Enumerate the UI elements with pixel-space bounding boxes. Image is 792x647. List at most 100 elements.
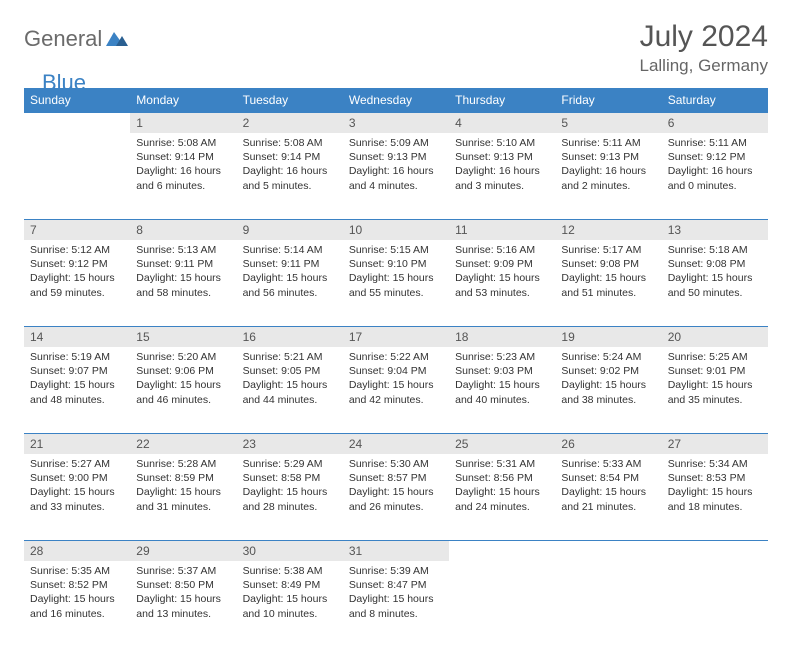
daynum-cell: 10: [343, 219, 449, 240]
weekday-header: Tuesday: [237, 88, 343, 112]
day-content: Sunrise: 5:11 AMSunset: 9:12 PMDaylight:…: [662, 133, 768, 199]
sunrise-text: Sunrise: 5:13 AM: [136, 243, 230, 257]
daynum-cell: 31: [343, 540, 449, 561]
sunrise-text: Sunrise: 5:10 AM: [455, 136, 549, 150]
sunrise-text: Sunrise: 5:27 AM: [30, 457, 124, 471]
day-number: 6: [662, 112, 768, 133]
day-content: Sunrise: 5:22 AMSunset: 9:04 PMDaylight:…: [343, 347, 449, 413]
sunset-text: Sunset: 8:58 PM: [243, 471, 337, 485]
day-content: Sunrise: 5:23 AMSunset: 9:03 PMDaylight:…: [449, 347, 555, 413]
sunset-text: Sunset: 9:08 PM: [561, 257, 655, 271]
daynum-cell: 17: [343, 326, 449, 347]
day-cell: Sunrise: 5:33 AMSunset: 8:54 PMDaylight:…: [555, 454, 661, 540]
sunrise-text: Sunrise: 5:24 AM: [561, 350, 655, 364]
day-content: Sunrise: 5:21 AMSunset: 9:05 PMDaylight:…: [237, 347, 343, 413]
sunrise-text: Sunrise: 5:08 AM: [136, 136, 230, 150]
daynum-cell: 9: [237, 219, 343, 240]
day-number: 27: [662, 433, 768, 454]
daylight-text: Daylight: 15 hours and 42 minutes.: [349, 378, 443, 406]
day-content: Sunrise: 5:20 AMSunset: 9:06 PMDaylight:…: [130, 347, 236, 413]
day-number: 30: [237, 540, 343, 561]
day-cell: Sunrise: 5:14 AMSunset: 9:11 PMDaylight:…: [237, 240, 343, 326]
daynum-cell: 30: [237, 540, 343, 561]
sunset-text: Sunset: 9:10 PM: [349, 257, 443, 271]
sunrise-text: Sunrise: 5:12 AM: [30, 243, 124, 257]
daynum-row: 28293031: [24, 540, 768, 561]
day-content: Sunrise: 5:25 AMSunset: 9:01 PMDaylight:…: [662, 347, 768, 413]
day-number: 31: [343, 540, 449, 561]
logo-text-general: General: [24, 26, 102, 52]
daylight-text: Daylight: 15 hours and 10 minutes.: [243, 592, 337, 620]
day-content: Sunrise: 5:16 AMSunset: 9:09 PMDaylight:…: [449, 240, 555, 306]
daylight-text: Daylight: 15 hours and 53 minutes.: [455, 271, 549, 299]
day-content: Sunrise: 5:27 AMSunset: 9:00 PMDaylight:…: [24, 454, 130, 520]
sunrise-text: Sunrise: 5:11 AM: [668, 136, 762, 150]
sunset-text: Sunset: 9:04 PM: [349, 364, 443, 378]
daylight-text: Daylight: 15 hours and 38 minutes.: [561, 378, 655, 406]
day-cell: Sunrise: 5:27 AMSunset: 9:00 PMDaylight:…: [24, 454, 130, 540]
daynum-cell: [449, 540, 555, 561]
sunset-text: Sunset: 8:57 PM: [349, 471, 443, 485]
sunrise-text: Sunrise: 5:23 AM: [455, 350, 549, 364]
sunset-text: Sunset: 8:59 PM: [136, 471, 230, 485]
day-content: Sunrise: 5:29 AMSunset: 8:58 PMDaylight:…: [237, 454, 343, 520]
daylight-text: Daylight: 15 hours and 56 minutes.: [243, 271, 337, 299]
daynum-cell: 15: [130, 326, 236, 347]
sunset-text: Sunset: 9:13 PM: [349, 150, 443, 164]
day-cell: Sunrise: 5:24 AMSunset: 9:02 PMDaylight:…: [555, 347, 661, 433]
day-number: [24, 112, 130, 133]
sunset-text: Sunset: 9:11 PM: [136, 257, 230, 271]
daynum-cell: 23: [237, 433, 343, 454]
sunset-text: Sunset: 9:01 PM: [668, 364, 762, 378]
day-content: Sunrise: 5:09 AMSunset: 9:13 PMDaylight:…: [343, 133, 449, 199]
daynum-cell: 28: [24, 540, 130, 561]
daynum-cell: 8: [130, 219, 236, 240]
weekday-header: Saturday: [662, 88, 768, 112]
day-cell: Sunrise: 5:31 AMSunset: 8:56 PMDaylight:…: [449, 454, 555, 540]
daylight-text: Daylight: 15 hours and 21 minutes.: [561, 485, 655, 513]
sunrise-text: Sunrise: 5:34 AM: [668, 457, 762, 471]
day-number: 28: [24, 540, 130, 561]
daynum-cell: 21: [24, 433, 130, 454]
title-block: July 2024 Lalling, Germany: [639, 20, 768, 76]
day-cell: Sunrise: 5:16 AMSunset: 9:09 PMDaylight:…: [449, 240, 555, 326]
day-cell: Sunrise: 5:28 AMSunset: 8:59 PMDaylight:…: [130, 454, 236, 540]
sunrise-text: Sunrise: 5:25 AM: [668, 350, 762, 364]
daynum-cell: 2: [237, 112, 343, 133]
content-row: Sunrise: 5:35 AMSunset: 8:52 PMDaylight:…: [24, 561, 768, 647]
daynum-cell: 12: [555, 219, 661, 240]
sunset-text: Sunset: 8:56 PM: [455, 471, 549, 485]
daylight-text: Daylight: 15 hours and 13 minutes.: [136, 592, 230, 620]
daynum-row: 78910111213: [24, 219, 768, 240]
logo-text-blue: Blue: [42, 70, 86, 96]
day-content: Sunrise: 5:11 AMSunset: 9:13 PMDaylight:…: [555, 133, 661, 199]
daylight-text: Daylight: 16 hours and 3 minutes.: [455, 164, 549, 192]
month-title: July 2024: [639, 20, 768, 54]
daynum-cell: 1: [130, 112, 236, 133]
day-cell: Sunrise: 5:34 AMSunset: 8:53 PMDaylight:…: [662, 454, 768, 540]
day-number: 4: [449, 112, 555, 133]
sunrise-text: Sunrise: 5:20 AM: [136, 350, 230, 364]
daynum-cell: 7: [24, 219, 130, 240]
weekday-header: Monday: [130, 88, 236, 112]
day-cell: Sunrise: 5:20 AMSunset: 9:06 PMDaylight:…: [130, 347, 236, 433]
day-number: 12: [555, 219, 661, 240]
sunset-text: Sunset: 8:53 PM: [668, 471, 762, 485]
day-number: 1: [130, 112, 236, 133]
sunset-text: Sunset: 9:05 PM: [243, 364, 337, 378]
daynum-cell: 16: [237, 326, 343, 347]
weekday-header-row: SundayMondayTuesdayWednesdayThursdayFrid…: [24, 88, 768, 112]
daylight-text: Daylight: 15 hours and 44 minutes.: [243, 378, 337, 406]
day-cell: Sunrise: 5:30 AMSunset: 8:57 PMDaylight:…: [343, 454, 449, 540]
sunset-text: Sunset: 9:06 PM: [136, 364, 230, 378]
sunrise-text: Sunrise: 5:39 AM: [349, 564, 443, 578]
day-cell: Sunrise: 5:13 AMSunset: 9:11 PMDaylight:…: [130, 240, 236, 326]
sunrise-text: Sunrise: 5:18 AM: [668, 243, 762, 257]
sunset-text: Sunset: 8:50 PM: [136, 578, 230, 592]
daynum-cell: 11: [449, 219, 555, 240]
sunset-text: Sunset: 9:14 PM: [136, 150, 230, 164]
daynum-cell: 29: [130, 540, 236, 561]
sunset-text: Sunset: 9:07 PM: [30, 364, 124, 378]
day-content: Sunrise: 5:34 AMSunset: 8:53 PMDaylight:…: [662, 454, 768, 520]
daynum-cell: 6: [662, 112, 768, 133]
